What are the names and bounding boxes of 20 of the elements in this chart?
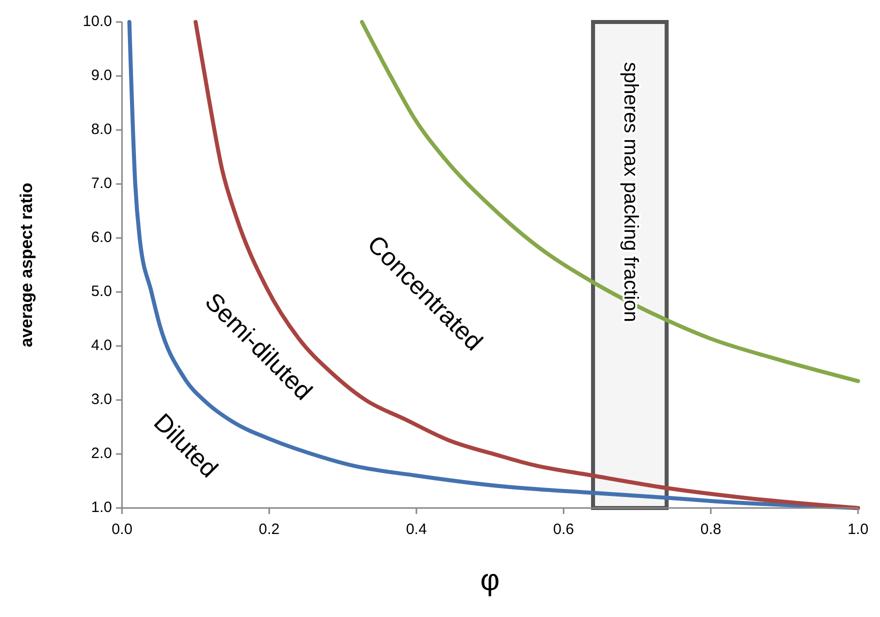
y-tick-label: 2.0 [91, 444, 112, 462]
line-series [360, 20, 860, 384]
x-tick-label: 0.0 [112, 521, 132, 538]
y-tick-label: 6.0 [91, 228, 112, 246]
x-axis-title: φ [480, 564, 500, 597]
y-tick-label: 5.0 [91, 282, 112, 300]
x-tick-label: 0.6 [553, 521, 574, 538]
x-tick-label: 1.0 [848, 521, 868, 538]
y-tick-label: 10.0 [82, 12, 112, 30]
x-tick-label: 0.2 [258, 521, 280, 538]
y-tick-label: 9.0 [91, 66, 112, 84]
x-tick-label: 0.8 [700, 521, 722, 538]
y-tick-label: 1.0 [91, 498, 112, 516]
y-tick-label: 7.0 [91, 174, 112, 192]
y-tick-label: 8.0 [91, 120, 112, 138]
y-axis-title: average aspect ratio [17, 182, 36, 348]
band-label: spheres max packing fraction [620, 62, 642, 322]
x-tick-label: 0.4 [406, 521, 427, 538]
y-tick-label: 4.0 [91, 336, 112, 354]
y-tick-label: 3.0 [91, 390, 112, 408]
